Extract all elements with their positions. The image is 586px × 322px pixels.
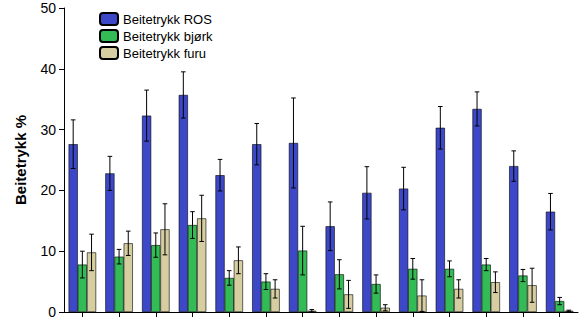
svg-text:Beitetrykk ROS: Beitetrykk ROS (123, 12, 212, 27)
svg-text:10: 10 (40, 243, 56, 259)
svg-text:Beitetrykk %: Beitetrykk % (12, 115, 29, 205)
svg-text:30: 30 (40, 122, 56, 138)
svg-text:Beitetrykk furu: Beitetrykk furu (123, 46, 206, 61)
svg-text:50: 50 (40, 0, 56, 16)
svg-text:0: 0 (48, 304, 56, 320)
svg-text:Beitetrykk bjørk: Beitetrykk bjørk (123, 29, 213, 44)
svg-text:40: 40 (40, 61, 56, 77)
svg-text:20: 20 (40, 182, 56, 198)
